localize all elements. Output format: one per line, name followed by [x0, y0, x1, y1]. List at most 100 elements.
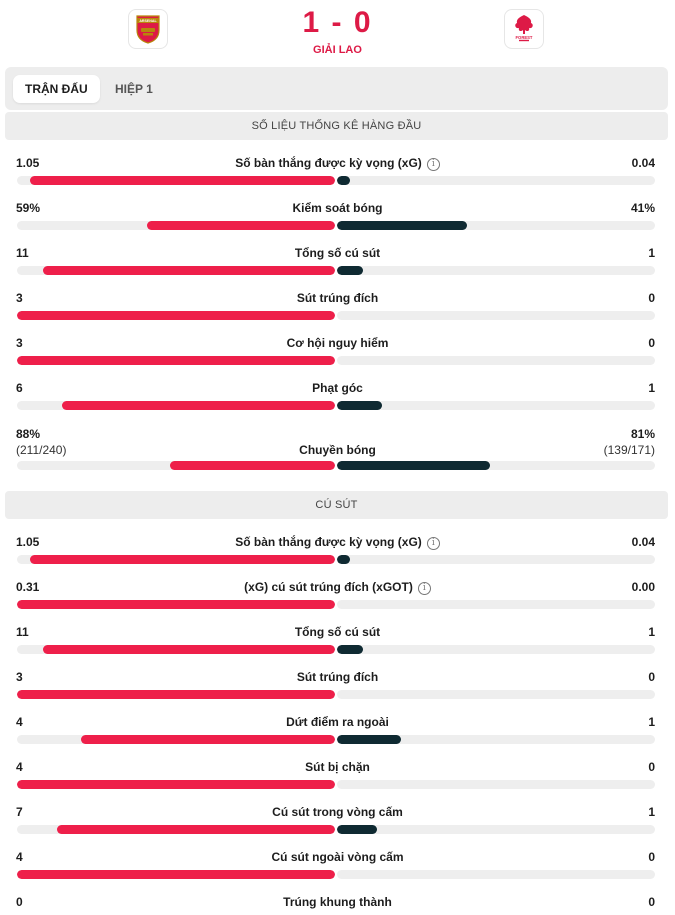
away-stat-bar-fill [337, 645, 364, 654]
away-stat-value: 41% [630, 201, 655, 215]
home-stat-detail: (211/240) [16, 443, 67, 457]
home-stat-bar-fill [43, 645, 335, 654]
home-stat-value: 11 [16, 625, 29, 639]
away-stat-value: 0.04 [631, 156, 655, 170]
home-stat-value: 1.05 [16, 156, 40, 170]
away-stat-bar-fill [337, 266, 364, 275]
away-team-crest[interactable]: FOREST [504, 9, 544, 49]
away-stat-bar-fill [337, 735, 401, 744]
away-stat-value: 1 [648, 715, 655, 729]
match-score: 1 - 0 [302, 6, 373, 39]
home-stat-bar [17, 356, 335, 365]
away-stat-bar [337, 690, 655, 699]
home-stat-value: 3 [16, 670, 23, 684]
period-tabs: TRẬN ĐẤU HIỆP 1 [5, 67, 668, 110]
stat-label-text: Kiểm soát bóng [292, 201, 383, 215]
home-stat-value: 0 [16, 895, 23, 909]
stat-label-text: Tổng số cú sút [294, 625, 381, 639]
stat-label: Dứt điểm ra ngoài [0, 715, 675, 729]
home-stat-bar [17, 780, 335, 789]
home-stat-bar [17, 311, 335, 320]
home-stat-bar-fill [17, 780, 335, 789]
away-stat-bar [337, 356, 655, 365]
stat-label-text: Cơ hội nguy hiểm [286, 336, 389, 350]
info-icon[interactable]: i [426, 537, 440, 550]
arsenal-crest-icon: ARSENAL [136, 15, 160, 44]
stat-label-text: Sút bị chặn [305, 760, 370, 774]
section-header: CÚ SÚT [5, 491, 668, 519]
away-crest-text: FOREST [516, 35, 533, 40]
tab-match[interactable]: TRẬN ĐẤU [13, 75, 100, 103]
stat-label-text: Số bàn thắng được kỳ vọng (xG) [235, 535, 422, 549]
away-stat-value: 0 [648, 291, 655, 305]
stat-label-text: Tổng số cú sút [294, 246, 381, 260]
away-stat-bar [337, 645, 655, 654]
stat-label-text: (xG) cú sút trúng đích (xGOT) [244, 580, 413, 594]
stat-label-text: Dứt điểm ra ngoài [286, 715, 389, 729]
home-stat-value: 1.05 [16, 535, 40, 549]
away-stat-bar [337, 780, 655, 789]
stat-label: Phạt góc [0, 381, 675, 395]
home-team-crest[interactable]: ARSENAL [128, 9, 168, 49]
stat-label: Chuyền bóng [0, 443, 675, 457]
stat-label: Cú sút ngoài vòng cấm [0, 850, 675, 864]
home-stat-bar [17, 645, 335, 654]
away-stat-value: 1 [648, 805, 655, 819]
away-stat-bar-fill [337, 176, 350, 185]
home-stat-bar-fill [17, 600, 335, 609]
away-stat-bar [337, 266, 655, 275]
home-stat-bar [17, 401, 335, 410]
stat-label: (xG) cú sút trúng đích (xGOT) i [0, 580, 675, 595]
stat-label: Trúng khung thành [0, 895, 675, 909]
home-stat-bar [17, 221, 335, 230]
home-stat-bar [17, 870, 335, 879]
stat-label: Sút trúng đích [0, 670, 675, 684]
home-stat-bar-fill [80, 735, 335, 744]
stat-label: Sút bị chặn [0, 760, 675, 774]
home-stat-value: 4 [16, 715, 23, 729]
away-stat-value: 0.04 [631, 535, 655, 549]
home-stat-value: 7 [16, 805, 23, 819]
home-stat-bar [17, 735, 335, 744]
home-stat-bar [17, 266, 335, 275]
info-icon[interactable]: i [417, 582, 431, 595]
stat-label-text: Phạt góc [312, 381, 363, 395]
home-stat-bar-fill [17, 870, 335, 879]
stat-label-text: Trúng khung thành [283, 895, 392, 909]
stat-label: Tổng số cú sút [0, 246, 675, 260]
home-stat-bar-fill [56, 825, 335, 834]
stat-label-text: Sút trúng đích [296, 670, 379, 684]
home-stat-bar [17, 176, 335, 185]
home-stat-bar-fill [29, 176, 335, 185]
away-stat-value: 0 [648, 895, 655, 909]
away-stat-value: 0 [648, 670, 655, 684]
stat-label-text: Cú sút ngoài vòng cấm [271, 850, 404, 864]
away-stat-bar [337, 176, 655, 185]
stat-label: Số bàn thắng được kỳ vọng (xG) i [0, 156, 675, 171]
away-stat-bar-fill [337, 221, 468, 230]
home-stat-bar-fill [62, 401, 335, 410]
away-stat-value: 1 [648, 381, 655, 395]
home-stat-bar-fill [29, 555, 335, 564]
away-stat-value: 0 [648, 850, 655, 864]
stat-label-text: Cú sút trong vòng cấm [272, 805, 403, 819]
home-stat-bar-fill [169, 461, 335, 470]
away-stat-bar-fill [337, 401, 383, 410]
away-stat-value: 0 [648, 336, 655, 350]
match-header: ARSENAL 1 - 0 GIẢI LAO FOREST [0, 0, 675, 62]
away-stat-value: 1 [648, 246, 655, 260]
home-stat-bar [17, 461, 335, 470]
away-stat-bar [337, 401, 655, 410]
home-stat-bar-fill [17, 311, 335, 320]
home-stat-bar [17, 600, 335, 609]
stat-label: Số bàn thắng được kỳ vọng (xG) i [0, 535, 675, 550]
stat-label-text: Chuyền bóng [299, 443, 376, 457]
home-stat-bar-fill [147, 221, 335, 230]
tab-first-half[interactable]: HIỆP 1 [115, 82, 153, 96]
stat-label: Sút trúng đích [0, 291, 675, 305]
stat-label-text: Số bàn thắng được kỳ vọng (xG) [235, 156, 422, 170]
stat-label: Cơ hội nguy hiểm [0, 336, 675, 350]
home-crest-text: ARSENAL [139, 19, 157, 23]
away-stat-bar [337, 555, 655, 564]
info-icon[interactable]: i [426, 158, 440, 171]
